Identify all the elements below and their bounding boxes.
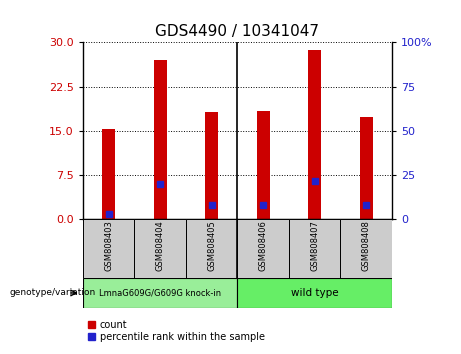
Text: GSM808406: GSM808406 (259, 220, 268, 271)
Bar (257, 111, 270, 219)
Bar (237, 219, 289, 278)
Text: GSM808407: GSM808407 (310, 220, 319, 271)
Text: genotype/variation: genotype/variation (9, 289, 95, 297)
Bar (83, 219, 135, 278)
Bar (308, 50, 321, 219)
Bar (154, 60, 166, 219)
Title: GDS4490 / 10341047: GDS4490 / 10341047 (155, 23, 319, 39)
Bar (340, 219, 392, 278)
Text: GSM808404: GSM808404 (156, 221, 165, 271)
Legend: count, percentile rank within the sample: count, percentile rank within the sample (88, 320, 265, 342)
Text: wild type: wild type (291, 288, 338, 298)
Bar (135, 219, 186, 278)
Text: GSM808408: GSM808408 (361, 220, 371, 271)
Bar (205, 112, 218, 219)
Bar (237, 278, 392, 308)
Text: GSM808405: GSM808405 (207, 221, 216, 271)
Bar (360, 118, 372, 219)
Bar (186, 219, 237, 278)
Text: LmnaG609G/G609G knock-in: LmnaG609G/G609G knock-in (99, 289, 221, 297)
Text: GSM808403: GSM808403 (104, 220, 113, 271)
Bar (83, 278, 237, 308)
Bar (102, 129, 115, 219)
Bar (289, 219, 340, 278)
